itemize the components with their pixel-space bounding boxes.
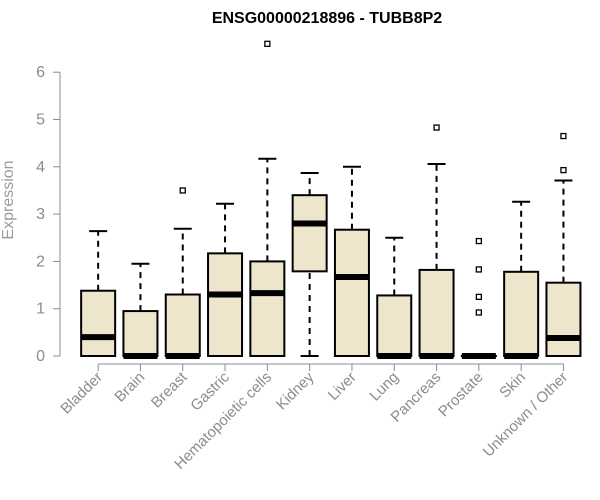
chart-title: ENSG00000218896 - TUBB8P2 [212,10,442,27]
box-1 [122,262,159,359]
box-body-10 [503,270,540,357]
box-4 [249,40,286,357]
y-tick-label-6: 6 [36,64,45,81]
y-tick-label-5: 5 [36,112,45,129]
box-9 [460,237,497,359]
x-tick-label-0: Bladder [57,369,106,418]
box-7 [376,236,413,359]
x-tick-label-9: Prostate [435,369,487,421]
box-2 [164,187,201,359]
box-body-3 [207,252,244,357]
box-body-0 [80,289,117,358]
outlier-11-1 [560,132,567,140]
x-tick-label-6: Liver [325,369,360,404]
box-6 [333,165,370,357]
box-body-4 [249,260,286,357]
box-body-11 [545,281,582,357]
outlier-11-0 [560,166,567,174]
x-tick-label-1: Brain [111,369,148,406]
box-body-8 [418,268,455,357]
outlier-4-0 [264,40,271,47]
y-tick-label-1: 1 [36,301,45,318]
y-tick-label-2: 2 [36,253,45,270]
y-axis-label: Expression [0,160,17,239]
box-body-7 [376,294,413,357]
plot-area [80,40,582,359]
box-3 [207,202,244,357]
outlier-8-0 [433,124,440,131]
outlier-2-0 [179,187,186,194]
x-tick-label-10: Skin [496,369,529,402]
box-11 [545,132,582,357]
outlier-9-2 [475,266,483,273]
outlier-9-3 [475,237,483,245]
y-tick-label-4: 4 [36,159,45,176]
box-body-5 [291,194,328,273]
box-8 [418,124,455,359]
outlier-9-0 [475,309,483,316]
y-axis: 0 1 2 3 4 5 6 [36,64,61,365]
box-5 [291,171,328,357]
y-tick-label-3: 3 [36,206,45,223]
box-body-1 [122,310,159,358]
box-0 [80,230,117,358]
box-body-2 [164,293,201,358]
box-body-6 [333,228,370,357]
y-tick-label-0: 0 [36,348,45,365]
x-tick-label-7: Lung [366,369,402,405]
box-10 [503,200,540,359]
x-tick-label-2: Breast [148,368,191,411]
x-tick-label-5: Kidney [273,368,318,413]
outlier-9-1 [475,293,483,301]
